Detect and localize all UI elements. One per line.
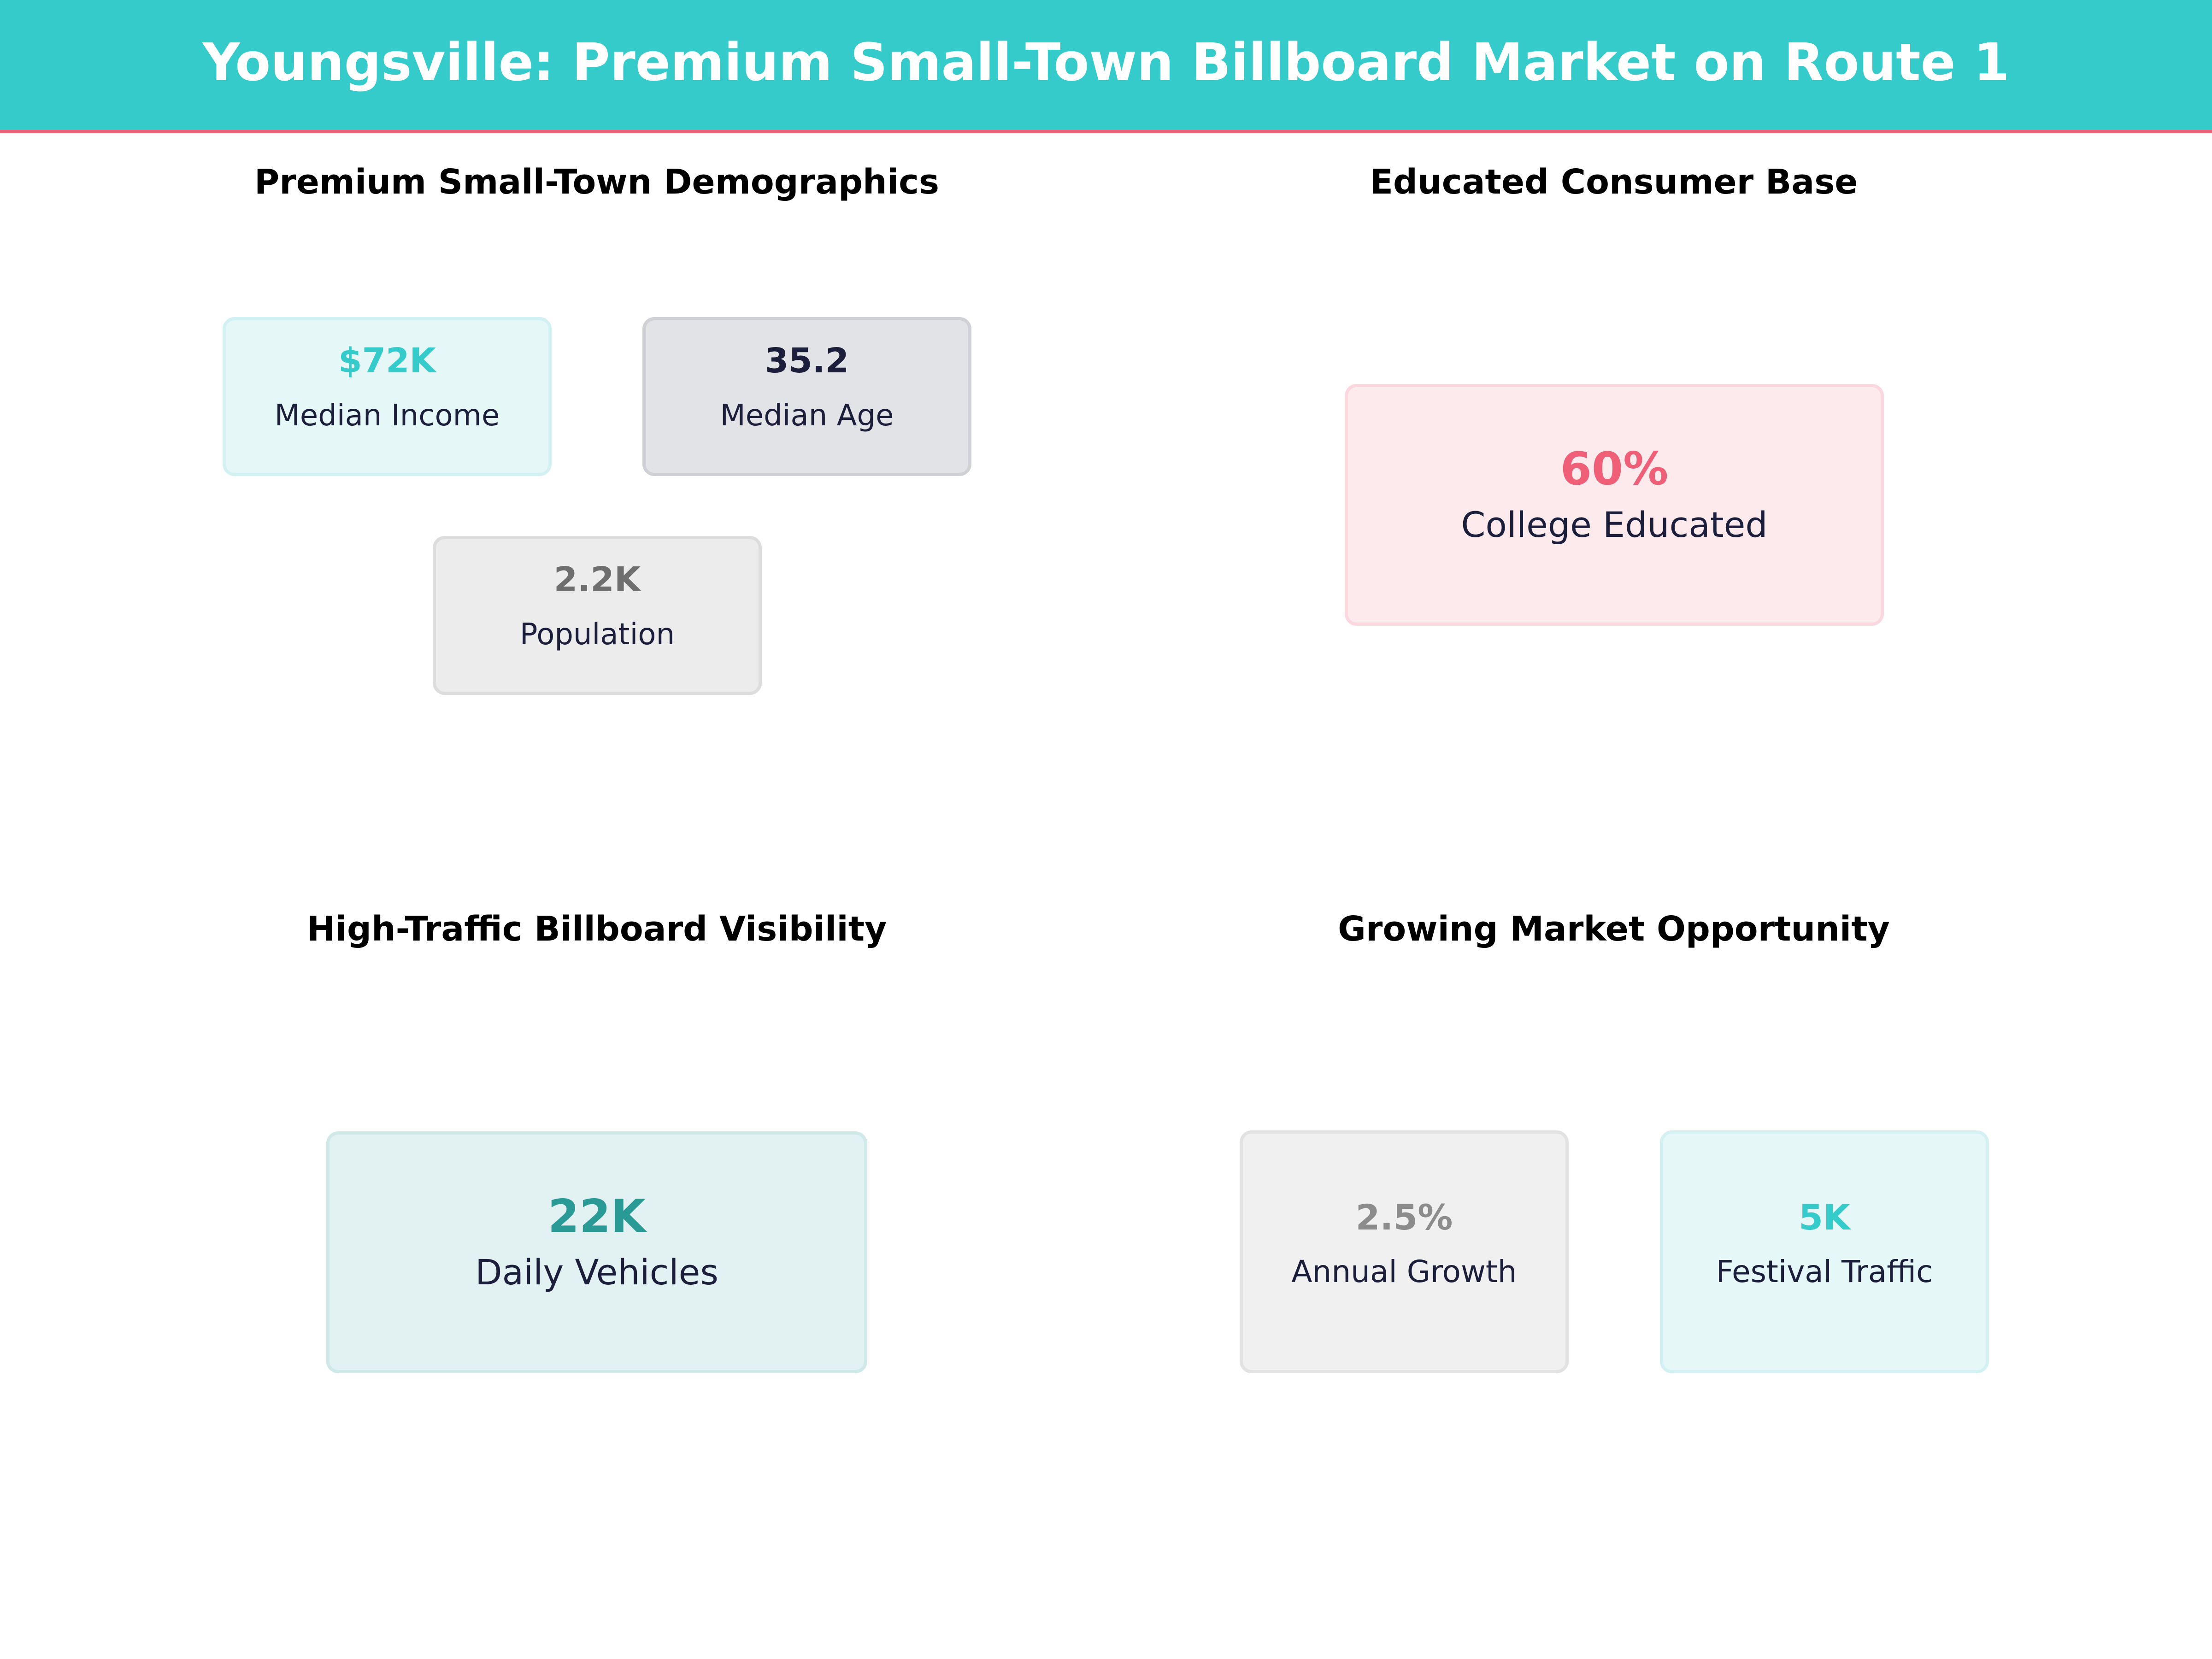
stat-value: 2.5% [1355,1197,1453,1238]
header-accent-line [0,130,2212,133]
stat-card-college-educated: 60% College Educated [1345,384,1884,626]
stat-card-median-income: $72K Median Income [223,317,552,476]
header-banner [0,0,2212,130]
stat-label: Median Income [274,399,500,433]
stat-label: Annual Growth [1291,1254,1517,1289]
section-title-traffic: High-Traffic Billboard Visibility [306,909,887,949]
stat-card-festival-traffic: 5K Festival Traffic [1660,1130,1989,1373]
stat-card-daily-vehicles: 22K Daily Vehicles [326,1131,867,1373]
stat-value: 5K [1799,1197,1850,1238]
stat-value: 22K [547,1190,646,1243]
stat-value: 35.2 [765,341,849,381]
stat-value: $72K [338,341,436,381]
stat-card-annual-growth: 2.5% Annual Growth [1240,1130,1569,1373]
stat-value: 2.2K [553,560,641,600]
section-title-education: Educated Consumer Base [1370,162,1858,202]
stat-label: Daily Vehicles [475,1252,718,1293]
stat-value: 60% [1560,443,1669,495]
stat-card-population: 2.2K Population [433,536,762,695]
section-title-growth: Growing Market Opportunity [1338,909,1890,949]
stat-label: Festival Traffic [1716,1254,1933,1289]
stat-card-median-age: 35.2 Median Age [642,317,971,476]
stat-label: Population [519,618,675,652]
stat-label: Median Age [720,399,894,433]
page-title: Youngsville: Premium Small-Town Billboar… [202,33,2010,93]
stat-label: College Educated [1461,504,1768,545]
section-title-demographics: Premium Small-Town Demographics [254,162,940,202]
